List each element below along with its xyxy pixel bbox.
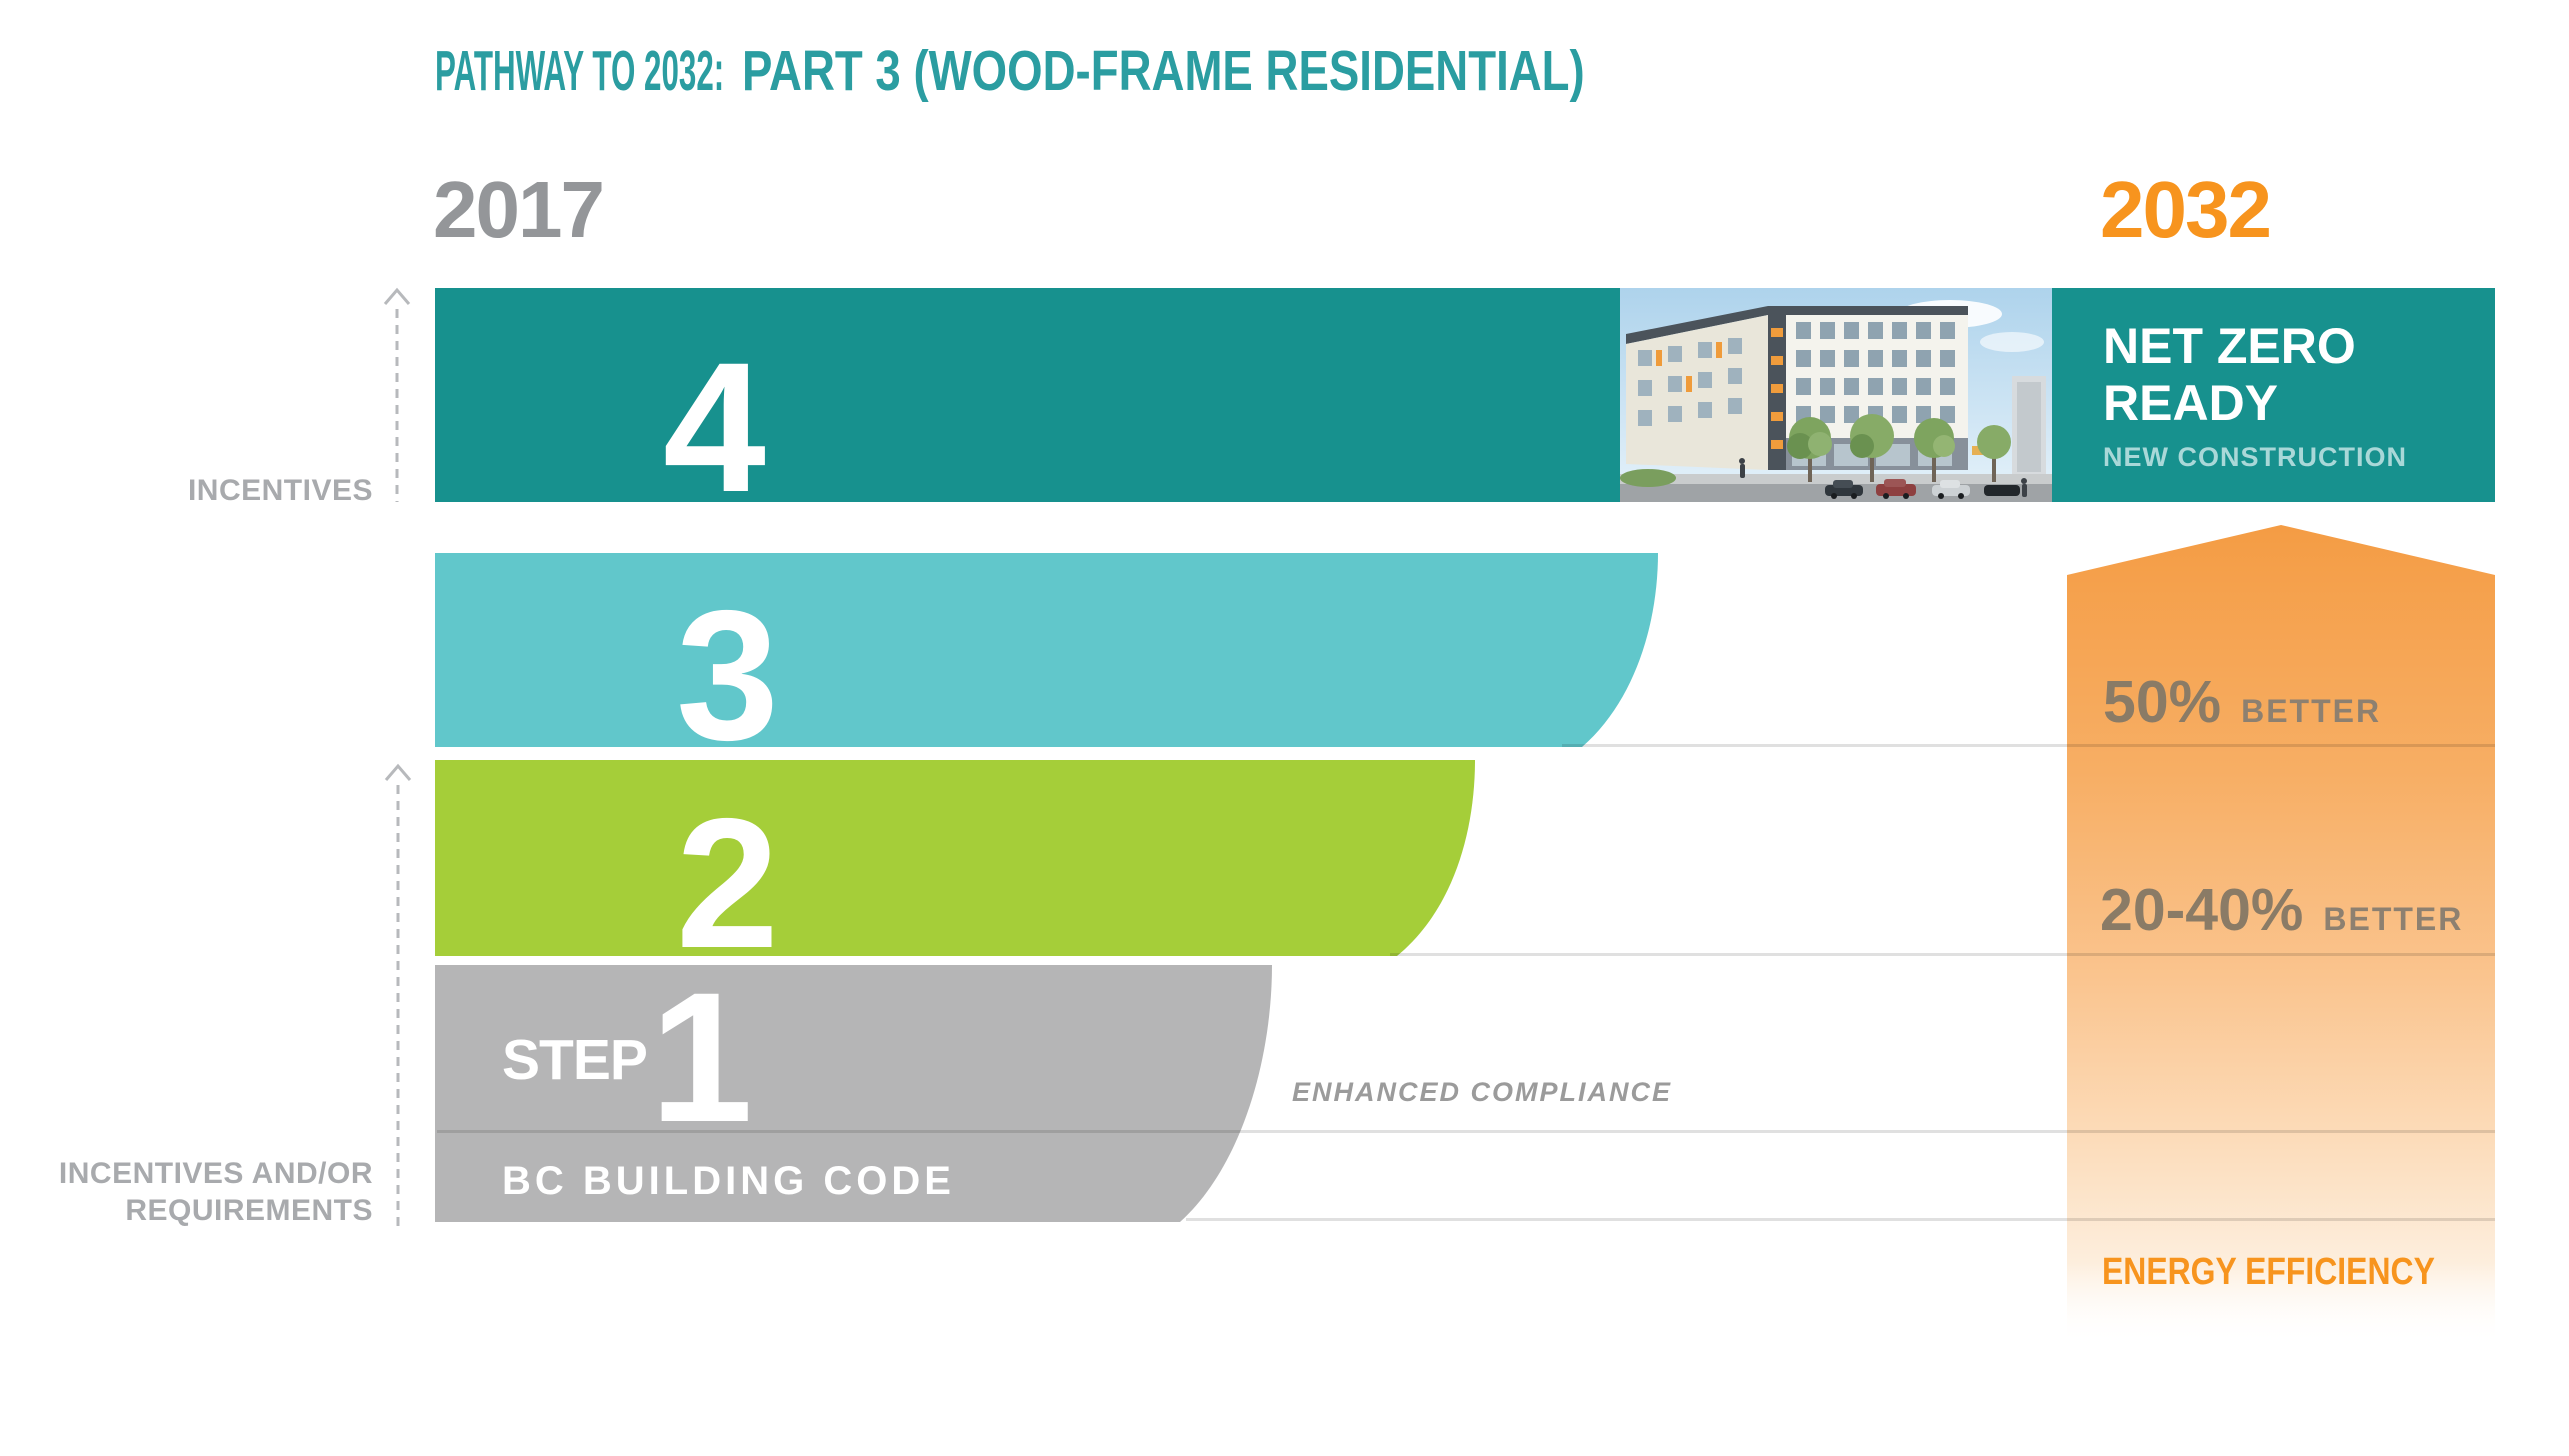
step2-bar xyxy=(435,760,1475,956)
step1-prefix-label: STEP xyxy=(502,1028,648,1092)
net-zero-ready-label: NET ZERO READY xyxy=(2103,318,2356,432)
new-construction-label: NEW CONSTRUCTION xyxy=(2103,442,2407,472)
target-2040-suffix: BETTER xyxy=(2323,901,2464,937)
step3-number: 3 xyxy=(676,573,779,779)
row-divider-step1 xyxy=(437,1130,2495,1133)
step1-bar xyxy=(435,965,1272,1222)
step2-number: 2 xyxy=(676,781,779,987)
year-start-label: 2017 xyxy=(433,165,605,254)
incentives-requirements-label: INCENTIVES AND/OR REQUIREMENTS xyxy=(23,1155,373,1229)
step1-number: 1 xyxy=(650,955,753,1161)
up-arrow-dashed-incentives-icon xyxy=(383,287,411,502)
step4-bar xyxy=(435,288,2495,502)
target-50-suffix: BETTER xyxy=(2241,693,2382,729)
incentives-requirements-line2: REQUIREMENTS xyxy=(125,1194,373,1227)
bc-building-code-label: BC BUILDING CODE xyxy=(502,1159,955,1203)
row-divider-step3 xyxy=(1562,744,2495,747)
up-arrow-dashed-requirements-icon xyxy=(384,763,412,1227)
target-2040-value: 20-40% xyxy=(2100,877,2304,943)
incentives-requirements-line1: INCENTIVES AND/OR xyxy=(58,1157,373,1190)
year-end-label: 2032 xyxy=(2100,165,2272,254)
building-photo xyxy=(1620,288,2052,502)
step4-number: 4 xyxy=(663,325,766,531)
energy-efficiency-label: ENERGY EFFICIENCY xyxy=(2102,1251,2435,1293)
target-50-better: 50% BETTER xyxy=(2103,673,2381,732)
row-divider-base xyxy=(1186,1218,2495,1221)
target-2040-better: 20-40% BETTER xyxy=(2100,881,2463,940)
incentives-label: INCENTIVES xyxy=(187,474,373,507)
enhanced-compliance-label: ENHANCED COMPLIANCE xyxy=(1292,1077,1673,1107)
target-50-value: 50% xyxy=(2103,669,2222,735)
net-zero-line1: NET ZERO xyxy=(2103,318,2356,374)
page-title-prefix: PATHWAY TO 2032: xyxy=(435,39,725,103)
row-divider-step2 xyxy=(1390,953,2495,956)
energy-efficiency-arrow xyxy=(2067,525,2495,1345)
page-title-emphasis: PART 3 (WOOD-FRAME RESIDENTIAL) xyxy=(742,39,1585,103)
step3-bar xyxy=(435,553,1658,747)
net-zero-line2: READY xyxy=(2103,375,2279,431)
